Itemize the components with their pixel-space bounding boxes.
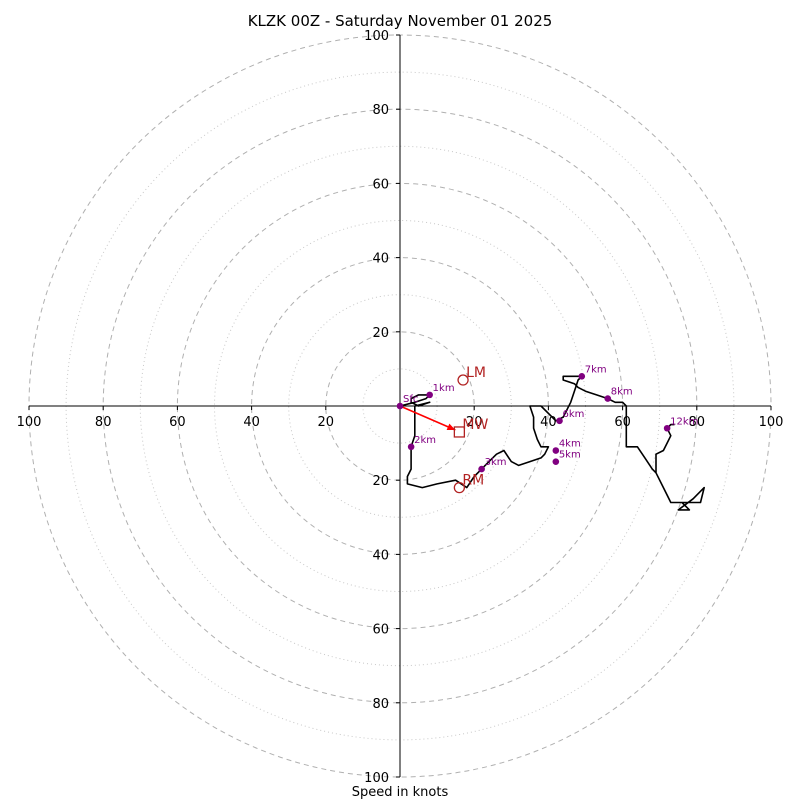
y-tick-label: 100 (364, 771, 389, 786)
y-tick-label: 100 (364, 29, 389, 44)
mean-wind-arrow-shaft (399, 405, 456, 431)
height-point-7km (578, 373, 586, 380)
height-point-4km (552, 447, 560, 454)
y-tick-label: 40 (372, 252, 389, 267)
right-mover-label: RM (462, 473, 484, 489)
height-label-7km: 7km (585, 364, 607, 375)
height-label-Sfc: Sfc (403, 394, 418, 405)
x-tick-label: 20 (466, 415, 483, 430)
height-point-6km (556, 417, 563, 425)
height-label-1km: 1km (433, 383, 455, 394)
y-tick-label: 40 (372, 548, 389, 563)
hodograph-trace (399, 375, 706, 511)
right-mover-marker (453, 481, 466, 494)
y-tick-label: 80 (372, 103, 389, 118)
height-label-6km: 6km (563, 409, 585, 420)
mean-wind-arrow-head (446, 423, 456, 430)
left-mover-label: LM (466, 365, 486, 381)
x-tick-label: 60 (614, 415, 631, 430)
height-point-5km (552, 458, 560, 465)
mean-wind-marker (453, 426, 466, 438)
height-point-3km (478, 465, 485, 473)
height-label-12km: 12km (670, 416, 698, 427)
x-tick-label: 80 (95, 415, 112, 430)
height-point-1km (426, 391, 433, 399)
height-point-12km (663, 424, 671, 432)
chart-title: KLZK 00Z - Saturday November 01 2025 (248, 12, 553, 30)
y-tick-label: 80 (372, 697, 389, 712)
height-label-3km: 3km (485, 457, 507, 468)
x-axis-label: Speed in knots (352, 785, 449, 800)
x-tick-label: 60 (169, 415, 186, 430)
x-tick-label: 40 (540, 415, 557, 430)
x-tick-label: 40 (243, 415, 260, 430)
x-tick-label: 100 (759, 415, 784, 430)
height-label-8km: 8km (611, 387, 633, 398)
y-tick-label: 60 (372, 177, 389, 192)
height-label-5km: 5km (559, 450, 581, 461)
height-label-2km: 2km (414, 435, 436, 446)
mean-wind-label: MW (462, 417, 488, 433)
height-label-4km: 4km (559, 439, 581, 450)
y-tick-label: 20 (372, 474, 389, 489)
y-tick-label: 20 (372, 326, 389, 341)
left-mover-marker (457, 374, 469, 386)
x-tick-label: 80 (689, 415, 706, 430)
height-point-8km (604, 395, 612, 402)
height-point-Sfc (396, 402, 404, 410)
x-tick-label: 20 (318, 415, 335, 430)
x-tick-label: 100 (17, 415, 42, 430)
y-tick-label: 60 (372, 623, 389, 638)
height-point-2km (407, 443, 415, 451)
